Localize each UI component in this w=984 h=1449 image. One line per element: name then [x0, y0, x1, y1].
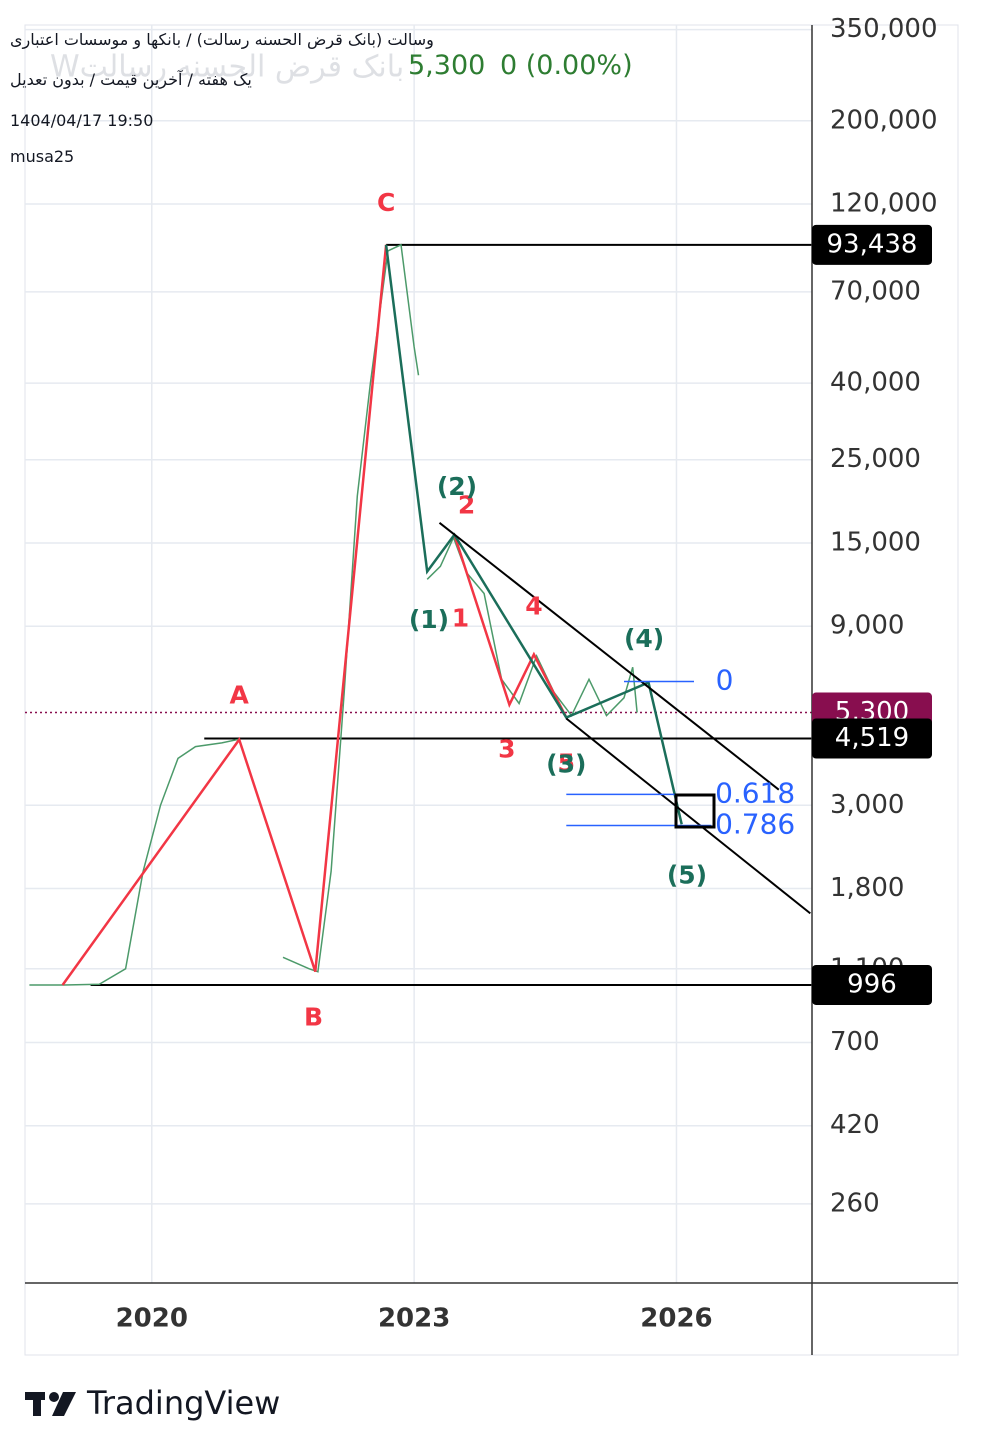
y-tick-label: 700 [830, 1027, 880, 1057]
timestamp: 1404/04/17 19:50 [10, 111, 154, 130]
series-line [61, 244, 388, 986]
annotation: 5 [558, 748, 575, 777]
panel-border [24, 24, 959, 1356]
y-tick-label: 120,000 [830, 189, 938, 219]
logo-mark [49, 1392, 59, 1402]
x-tick-label: 2020 [116, 1304, 188, 1334]
annotation: 0.786 [715, 807, 795, 840]
header-title: وسالت (بانک قرض الحسنه رسالت) / بانکها و… [10, 30, 434, 49]
x-tick-label: 2023 [378, 1304, 450, 1334]
price-label-box [812, 718, 932, 759]
logo-mark [52, 1392, 76, 1416]
last-price: 5,300 [408, 50, 486, 81]
annotation: 4 [525, 592, 542, 621]
price-label: 93,438 [827, 229, 918, 259]
annotation: (3) [546, 749, 586, 778]
brand: TradingView [86, 1384, 280, 1422]
y-tick-label: 40,000 [830, 368, 921, 398]
annotation: (5) [667, 861, 707, 890]
annotation: C [377, 188, 395, 217]
y-tick-label: 70,000 [830, 276, 921, 306]
series-line [565, 717, 811, 915]
series-line [384, 244, 683, 825]
marks [25, 243, 812, 986]
header-subtitle: یک هفته / آخرین قیمت / بدون تعدیل [10, 70, 252, 89]
y-tick-label: 420 [830, 1110, 880, 1140]
price-label: 996 [847, 969, 897, 999]
annotation: 2 [458, 491, 475, 520]
y-tick-label: 350,000 [830, 14, 938, 44]
series-line [438, 522, 780, 791]
y-tick-label: 200,000 [830, 105, 938, 135]
price-change: 0 (0.00%) [500, 50, 633, 81]
annotation: B [304, 1002, 323, 1031]
annotation: (1) [409, 605, 449, 634]
annotation: (4) [624, 624, 664, 653]
annotation: A [230, 680, 250, 709]
series-line [29, 243, 638, 986]
annotation: (2) [437, 472, 477, 501]
y-tick-label: 1,800 [830, 873, 904, 903]
target-box [674, 793, 716, 829]
watermark: Wبانک قرض الحسنه رسالت [50, 50, 404, 85]
logo-mark [33, 1392, 41, 1416]
y-tick-label: 15,000 [830, 527, 921, 557]
grid [25, 25, 812, 1283]
y-tick-label: 260 [830, 1188, 880, 1218]
annotation: 3 [498, 734, 515, 763]
author: musa25 [10, 147, 75, 166]
annotation: 0 [716, 664, 734, 697]
price-label-box [812, 964, 932, 1005]
labels: 350,000 200,000 120,000 70,000 40,000 25,000 1… [116, 14, 938, 1333]
annotation: 1 [452, 603, 469, 632]
x-tick-label: 2026 [640, 1304, 712, 1334]
price-label-box [812, 224, 932, 265]
price-label: 4,519 [835, 723, 909, 753]
y-tick-label: 9,000 [830, 611, 904, 641]
annotation: 0.618 [715, 776, 795, 809]
y-tick-label: 3,000 [830, 790, 904, 820]
logo [25, 1392, 76, 1416]
y-tick-label: 25,000 [830, 444, 921, 474]
series-line [453, 534, 568, 719]
